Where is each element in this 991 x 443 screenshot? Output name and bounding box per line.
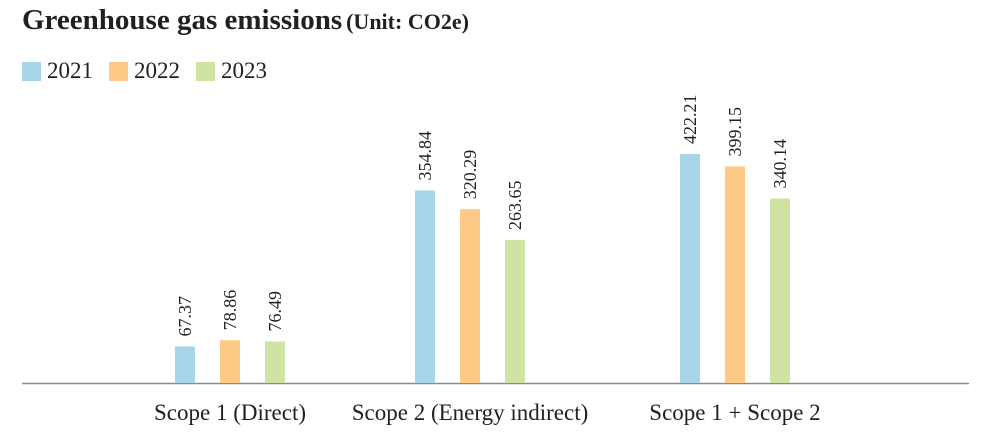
data-label-2022-0: 78.86 xyxy=(220,290,240,331)
legend-swatch-2023 xyxy=(196,61,215,81)
bar-2023-1 xyxy=(505,239,525,383)
data-label-2021-1: 354.84 xyxy=(415,131,435,181)
data-label-2022-1: 320.29 xyxy=(460,150,480,200)
data-label-2021-2: 422.21 xyxy=(680,94,700,144)
legend-item-2022: 2022 xyxy=(109,58,180,84)
legend-label-2022: 2022 xyxy=(134,58,180,83)
data-label-2023-2: 340.14 xyxy=(770,139,790,189)
category-label-1: Scope 2 (Energy indirect) xyxy=(352,400,589,425)
bar-2021-2 xyxy=(680,153,700,383)
legend: 2021 2022 2023 xyxy=(22,58,283,84)
title-text: Greenhouse gas emissions xyxy=(22,4,343,36)
category-label-2: Scope 1 + Scope 2 xyxy=(649,400,820,425)
bar-2023-0 xyxy=(265,341,285,383)
legend-swatch-2022 xyxy=(109,61,128,81)
legend-item-2023: 2023 xyxy=(196,58,267,84)
bar-2023-2 xyxy=(770,198,790,383)
data-label-2023-1: 263.65 xyxy=(505,180,525,230)
bar-2021-1 xyxy=(415,190,435,383)
category-label-0: Scope 1 (Direct) xyxy=(154,400,306,425)
legend-label-2021: 2021 xyxy=(47,58,93,83)
unit-text: (Unit: CO2e) xyxy=(346,9,469,34)
bar-2021-0 xyxy=(175,346,195,383)
legend-swatch-2021 xyxy=(22,61,41,81)
bar-2022-0 xyxy=(220,340,240,383)
data-label-2021-0: 67.37 xyxy=(175,296,195,337)
bar-2022-1 xyxy=(460,209,480,383)
legend-label-2023: 2023 xyxy=(221,58,267,83)
data-label-2023-0: 76.49 xyxy=(265,291,285,332)
legend-item-2021: 2021 xyxy=(22,58,93,84)
bar-2022-2 xyxy=(725,166,745,383)
data-label-2022-2: 399.15 xyxy=(725,107,745,157)
chart-title: Greenhouse gas emissions (Unit: CO2e) xyxy=(22,4,469,37)
